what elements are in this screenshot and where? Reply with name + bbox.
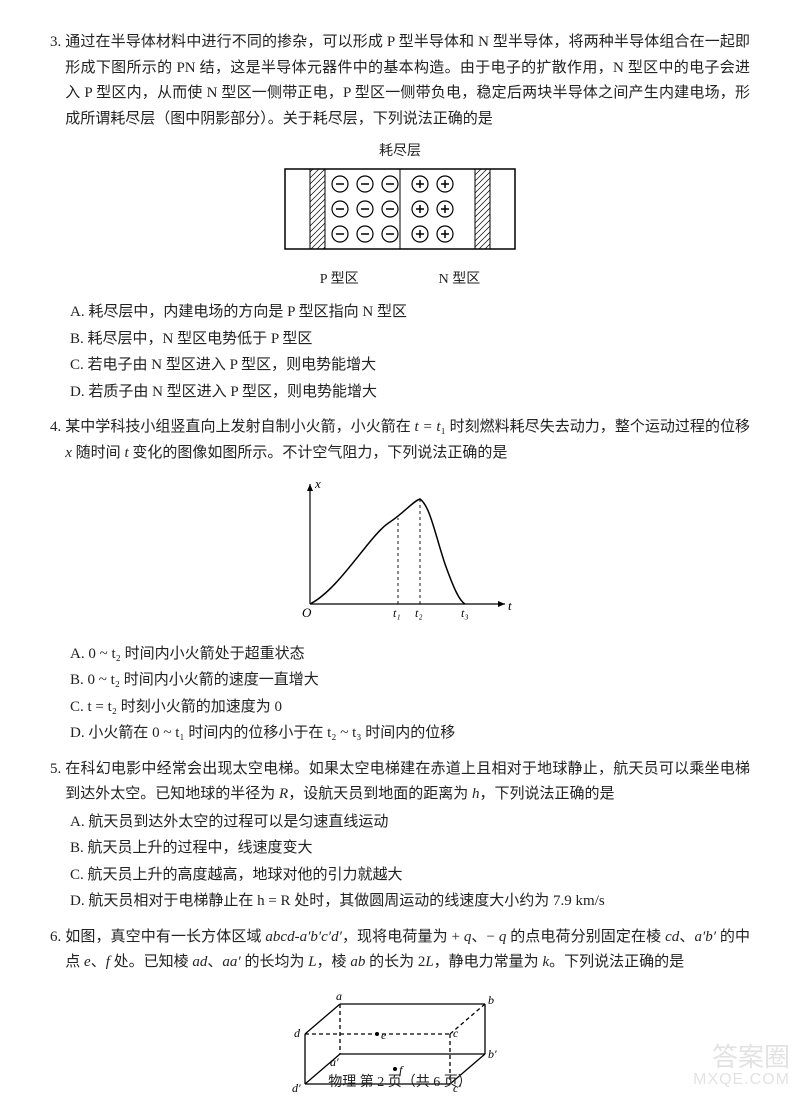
q4-opt-b: B. 0 ~ t₂ 时间内小火箭的速度一直增大 [70, 668, 750, 694]
q5-text: 在科幻电影中经常会出现太空电梯。如果太空电梯建在赤道上且相对于地球静止，航天员可… [65, 757, 750, 808]
svg-text:b′: b′ [488, 1047, 497, 1061]
q3-text: 通过在半导体材料中进行不同的掺杂，可以形成 P 型半导体和 N 型半导体，将两种… [65, 30, 750, 132]
svg-text:O: O [302, 605, 312, 620]
svg-text:a′: a′ [330, 1055, 339, 1069]
page-footer: 物理 第 2 页（共 6 页） [0, 1071, 800, 1095]
q3-number: 3. [50, 30, 61, 132]
q3-options: A. 耗尽层中，内建电场的方向是 P 型区指向 N 型区 B. 耗尽层中，N 型… [50, 300, 750, 405]
q3-opt-d: D. 若质子由 N 型区进入 P 型区，则电势能增大 [70, 380, 750, 406]
q3-figure: 耗尽层 [50, 140, 750, 292]
q4-options: A. 0 ~ t₂ 时间内小火箭处于超重状态 B. 0 ~ t₂ 时间内小火箭的… [50, 642, 750, 747]
q4-figure: O x t t₁ t₂ t₃ [50, 474, 750, 634]
q3-left-label: P 型区 [320, 268, 359, 292]
q5-opt-d: D. 航天员相对于电梯静止在 h = R 处时，其做圆周运动的线速度大小约为 7… [70, 889, 750, 915]
svg-text:x: x [314, 476, 321, 491]
q4-opt-a: A. 0 ~ t₂ 时间内小火箭处于超重状态 [70, 642, 750, 668]
q3-opt-b: B. 耗尽层中，N 型区电势低于 P 型区 [70, 327, 750, 353]
question-3: 3. 通过在半导体材料中进行不同的掺杂，可以形成 P 型半导体和 N 型半导体，… [50, 30, 750, 405]
q3-fig-top-label: 耗尽层 [50, 140, 750, 164]
q6-text: 如图，真空中有一长方体区域 abcd-a′b′c′d′，现将电荷量为 + q、−… [65, 925, 750, 976]
q4-opt-d: D. 小火箭在 0 ~ t₁ 时间内的位移小于在 t₂ ~ t₃ 时间内的位移 [70, 721, 750, 747]
svg-text:t₃: t₃ [461, 606, 469, 620]
svg-text:c: c [453, 1026, 459, 1040]
q3-opt-a: A. 耗尽层中，内建电场的方向是 P 型区指向 N 型区 [70, 300, 750, 326]
svg-text:e: e [381, 1028, 387, 1042]
q6-number: 6. [50, 925, 61, 976]
q5-opt-c: C. 航天员上升的高度越高，地球对他的引力就越大 [70, 863, 750, 889]
question-5: 5. 在科幻电影中经常会出现太空电梯。如果太空电梯建在赤道上且相对于地球静止，航… [50, 757, 750, 915]
q5-options: A. 航天员到达外太空的过程可以是匀速直线运动 B. 航天员上升的过程中，线速度… [50, 810, 750, 915]
q4-opt-c: C. t = t₂ 时刻小火箭的加速度为 0 [70, 695, 750, 721]
svg-text:a: a [336, 989, 342, 1003]
q5-opt-b: B. 航天员上升的过程中，线速度变大 [70, 836, 750, 862]
question-4: 4. 某中学科技小组竖直向上发射自制小火箭，小火箭在 t = t₁ 时刻燃料耗尽… [50, 415, 750, 747]
q5-number: 5. [50, 757, 61, 808]
q3-opt-c: C. 若电子由 N 型区进入 P 型区，则电势能增大 [70, 353, 750, 379]
svg-text:b: b [488, 993, 494, 1007]
svg-text:t₁: t₁ [393, 606, 401, 620]
svg-text:d: d [294, 1026, 301, 1040]
q4-number: 4. [50, 415, 61, 466]
q4-text: 某中学科技小组竖直向上发射自制小火箭，小火箭在 t = t₁ 时刻燃料耗尽失去动… [65, 415, 750, 466]
svg-text:t₂: t₂ [415, 606, 423, 620]
q5-opt-a: A. 航天员到达外太空的过程可以是匀速直线运动 [70, 810, 750, 836]
q3-right-label: N 型区 [439, 268, 481, 292]
svg-text:t: t [508, 598, 512, 613]
